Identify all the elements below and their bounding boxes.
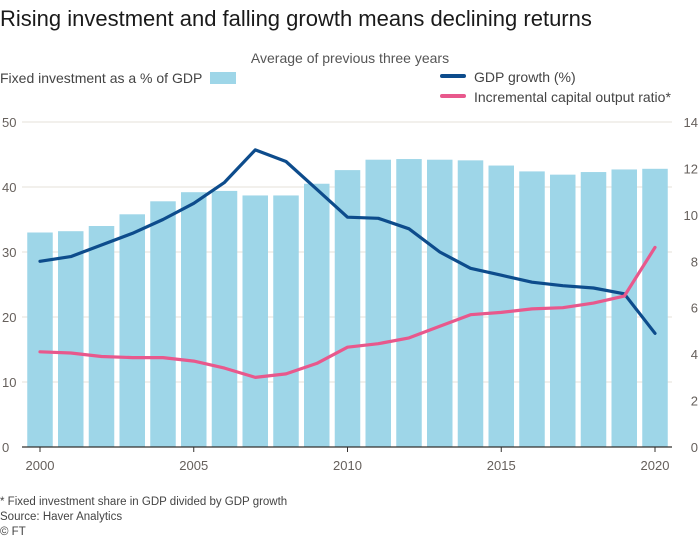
bar <box>334 170 361 447</box>
legend-swatch-gdp <box>440 74 466 78</box>
y-tick-left: 50 <box>2 115 16 130</box>
y-tick-right: 0 <box>691 440 698 455</box>
bar <box>181 192 207 447</box>
x-tick-label: 2010 <box>333 458 362 473</box>
bar <box>273 195 299 447</box>
y-tick-right: 14 <box>684 115 698 130</box>
bar <box>580 172 607 448</box>
legend-swatch-icor <box>440 94 466 98</box>
x-tick-label: 2000 <box>26 458 55 473</box>
legend-item-gdp: GDP growth (%) <box>440 69 576 85</box>
y-tick-right: 6 <box>691 301 698 316</box>
legend-label-gdp: GDP growth (%) <box>474 69 576 85</box>
y-tick-left: 0 <box>2 440 9 455</box>
bar <box>365 159 391 447</box>
bar <box>150 201 176 447</box>
icor-line <box>38 245 657 379</box>
bar <box>211 190 238 447</box>
bar <box>242 195 268 447</box>
bar <box>427 159 453 447</box>
legend-item-icor: Incremental capital output ratio* <box>440 89 671 105</box>
bar <box>488 165 514 448</box>
legend-swatch-investment <box>210 72 237 84</box>
bar <box>27 232 53 447</box>
chart-title: Rising investment and falling growth mea… <box>0 6 592 31</box>
bar <box>550 174 576 447</box>
bar <box>88 226 115 447</box>
source-note: Source: Haver Analytics <box>0 511 123 523</box>
bar <box>642 168 668 448</box>
x-tick-label: 2005 <box>179 458 208 473</box>
y-tick-right: 8 <box>691 254 698 269</box>
legend-item-investment: Fixed investment as a % of GDP <box>0 70 237 86</box>
chart-subtitle: Average of previous three years <box>250 50 450 66</box>
y-tick-right: 12 <box>684 161 698 176</box>
y-tick-right: 4 <box>691 347 698 362</box>
x-tick-label: 2015 <box>487 458 516 473</box>
gdp-growth-line <box>38 148 657 335</box>
y-tick-right: 2 <box>691 394 698 409</box>
bar <box>457 160 484 447</box>
bar <box>611 169 637 447</box>
footnote: * Fixed investment share in GDP divided … <box>0 496 288 508</box>
bar <box>119 214 145 447</box>
credit: © FT <box>0 526 26 538</box>
legend-label-investment: Fixed investment as a % of GDP <box>0 70 203 86</box>
bar <box>396 159 422 448</box>
x-tick-label: 2020 <box>641 458 670 473</box>
y-tick-right: 10 <box>684 208 698 223</box>
y-tick-left: 10 <box>2 375 16 390</box>
y-tick-left: 40 <box>2 180 16 195</box>
bar <box>304 183 330 447</box>
y-tick-left: 20 <box>2 310 16 325</box>
bar <box>58 231 84 447</box>
legend-label-icor: Incremental capital output ratio* <box>474 89 671 105</box>
y-tick-left: 30 <box>2 245 16 260</box>
